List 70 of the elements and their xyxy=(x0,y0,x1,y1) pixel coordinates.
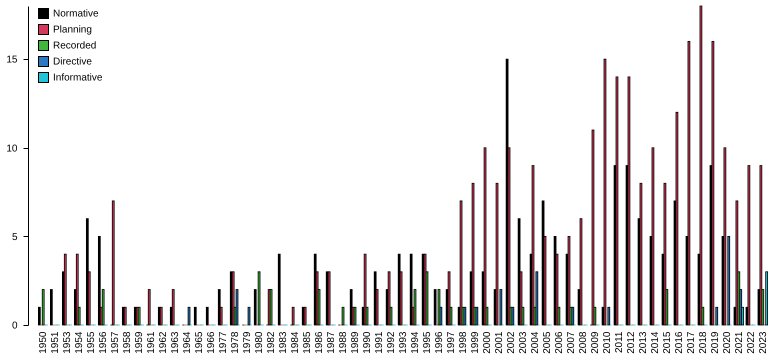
x-tick-label: 1982 xyxy=(266,331,278,354)
x-tick-label: 1956 xyxy=(98,331,110,354)
x-tick-label: 1978 xyxy=(230,331,242,354)
x-tick-label: 1951 xyxy=(50,331,62,354)
x-tick-label: 2014 xyxy=(650,331,661,354)
x-tick-label: 2011 xyxy=(614,331,625,354)
x-tick-label: 2015 xyxy=(662,331,673,354)
x-tick-label: 2001 xyxy=(494,331,505,354)
x-tick-label: 1954 xyxy=(74,331,86,354)
x-tick-label: 1993 xyxy=(398,331,409,354)
x-tick-label: 2019 xyxy=(710,331,721,354)
x-tick-label: 2003 xyxy=(518,331,529,354)
x-tick-label: 1964 xyxy=(182,331,194,354)
x-tick-label: 1984 xyxy=(290,331,302,354)
x-tick-label: 2009 xyxy=(590,331,601,354)
y-tick-label: 10 xyxy=(6,143,18,154)
legend-label: Planning xyxy=(53,24,92,36)
x-tick-label: 1986 xyxy=(314,331,326,354)
x-tick-label: 2000 xyxy=(482,331,493,354)
x-tick-label: 2013 xyxy=(638,331,649,354)
x-tick-label: 1996 xyxy=(434,331,445,354)
x-tick-label: 1995 xyxy=(422,331,433,354)
x-tick-label: 1998 xyxy=(458,331,469,354)
x-tick-label: 1989 xyxy=(350,331,362,354)
x-tick-label: 2016 xyxy=(674,331,685,354)
x-tick-label: 1965 xyxy=(194,331,206,354)
legend-label: Informative xyxy=(53,72,103,84)
x-tick-label: 2017 xyxy=(686,331,697,354)
x-tick-label: 1959 xyxy=(134,331,146,354)
x-tick-label: 1999 xyxy=(470,331,481,354)
y-tick-label: 5 xyxy=(12,232,18,243)
x-tick-label: 1962 xyxy=(158,331,170,354)
x-tick-label: 1955 xyxy=(86,331,98,354)
x-tick-label: 2022 xyxy=(746,331,757,354)
legend-label: Recorded xyxy=(53,40,96,52)
x-tick-label: 2010 xyxy=(602,331,613,354)
x-tick-label: 1963 xyxy=(170,331,182,354)
legend-label: Normative xyxy=(53,8,100,20)
x-tick-label: 1950 xyxy=(38,331,50,354)
x-tick-label: 1987 xyxy=(326,331,338,354)
x-tick-label: 2008 xyxy=(578,331,589,354)
x-tick-label: 1988 xyxy=(338,331,350,354)
x-tick-label: 1977 xyxy=(218,331,230,354)
x-tick-label: 2007 xyxy=(566,331,577,354)
x-tick-label: 2002 xyxy=(506,331,517,354)
x-tick-label: 1991 xyxy=(374,331,386,354)
x-tick-label: 1992 xyxy=(386,331,398,354)
x-tick-label: 1979 xyxy=(242,331,254,354)
x-tick-label: 1990 xyxy=(362,331,374,354)
y-tick-label: 15 xyxy=(6,54,18,66)
x-tick-label: 1980 xyxy=(254,331,266,354)
x-tick-label: 1985 xyxy=(302,331,314,354)
x-tick-label: 1966 xyxy=(206,331,218,354)
x-tick-label: 1953 xyxy=(62,331,74,354)
x-tick-label: 1961 xyxy=(146,331,158,354)
x-tick-label: 2023 xyxy=(758,331,769,354)
x-tick-label: 1958 xyxy=(122,331,134,354)
x-tick-label: 2021 xyxy=(734,331,745,354)
y-tick-label: 0 xyxy=(12,320,18,332)
x-tick-label: 2004 xyxy=(530,331,541,354)
legend-label: Directive xyxy=(53,56,92,68)
x-tick-label: 1994 xyxy=(410,331,421,354)
x-tick-label: 1983 xyxy=(278,331,290,354)
x-tick-label: 2005 xyxy=(542,331,553,354)
x-tick-label: 2006 xyxy=(554,331,565,354)
x-tick-label: 2012 xyxy=(626,331,637,354)
x-tick-label: 1997 xyxy=(446,331,457,354)
x-tick-label: 2020 xyxy=(722,331,733,354)
x-tick-label: 2018 xyxy=(698,331,709,354)
x-tick-label: 1957 xyxy=(110,331,122,354)
